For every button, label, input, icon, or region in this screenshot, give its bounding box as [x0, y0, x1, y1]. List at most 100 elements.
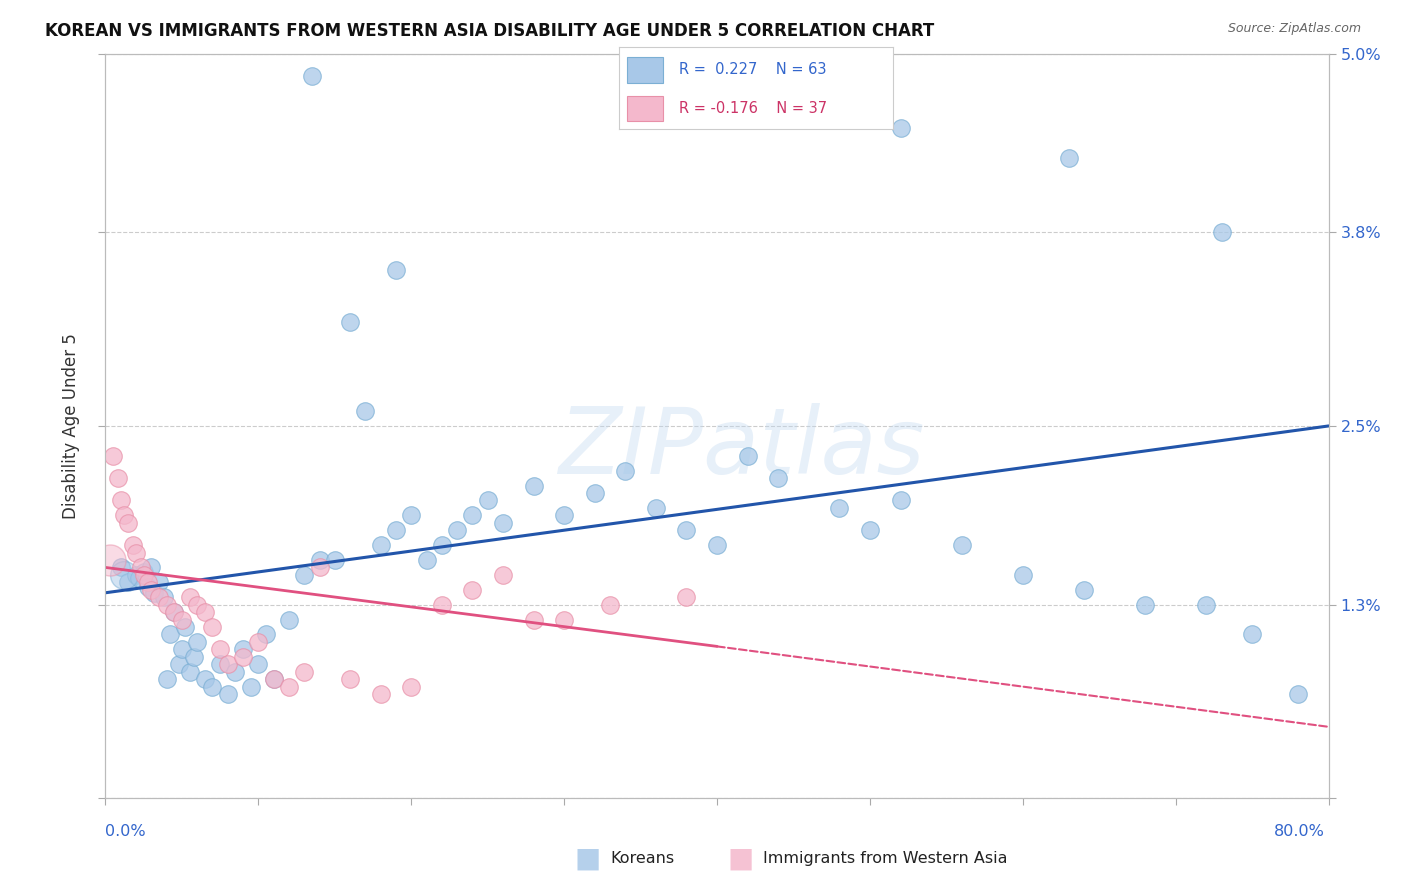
Point — [224, 665, 246, 679]
Point — [583, 486, 606, 500]
Point — [239, 680, 262, 694]
Text: R =  0.227    N = 63: R = 0.227 N = 63 — [679, 62, 827, 78]
Point — [278, 613, 301, 627]
Point — [217, 657, 239, 672]
Point — [401, 680, 423, 694]
Point — [136, 575, 159, 590]
Point — [141, 582, 163, 597]
Text: ZIPatlas: ZIPatlas — [558, 403, 925, 493]
Point — [292, 665, 315, 679]
Point — [101, 449, 124, 463]
Point — [254, 627, 277, 641]
Point — [477, 493, 499, 508]
Point — [174, 620, 197, 634]
Point — [706, 538, 728, 552]
Point — [186, 635, 208, 649]
Point — [186, 598, 208, 612]
Point — [1286, 687, 1309, 701]
Point — [492, 516, 515, 530]
Point — [209, 657, 232, 672]
Point — [292, 568, 315, 582]
Text: KOREAN VS IMMIGRANTS FROM WESTERN ASIA DISABILITY AGE UNDER 5 CORRELATION CHART: KOREAN VS IMMIGRANTS FROM WESTERN ASIA D… — [45, 22, 934, 40]
Point — [194, 605, 217, 619]
Point — [1073, 582, 1095, 597]
Text: ■: ■ — [575, 844, 600, 872]
Point — [1133, 598, 1156, 612]
Bar — [627, 57, 662, 83]
Point — [461, 508, 484, 523]
Point — [675, 523, 697, 537]
Point — [163, 605, 186, 619]
Point — [148, 575, 170, 590]
Point — [890, 121, 912, 136]
Point — [1057, 151, 1080, 165]
Point — [737, 449, 759, 463]
Point — [170, 642, 193, 657]
Point — [179, 591, 201, 605]
Point — [323, 553, 346, 567]
Point — [553, 613, 575, 627]
Point — [112, 508, 135, 523]
Point — [156, 598, 179, 612]
Point — [385, 262, 408, 277]
Point — [112, 568, 135, 582]
Point — [117, 516, 139, 530]
Point — [132, 565, 155, 579]
Point — [125, 568, 148, 582]
Point — [828, 500, 851, 515]
Point — [1012, 568, 1035, 582]
Point — [201, 680, 224, 694]
Y-axis label: Disability Age Under 5: Disability Age Under 5 — [62, 333, 80, 519]
Point — [768, 471, 790, 485]
Bar — [627, 95, 662, 121]
Point — [354, 404, 377, 418]
Point — [136, 580, 159, 594]
Point — [141, 560, 163, 574]
Point — [201, 620, 224, 634]
Point — [370, 687, 392, 701]
Point — [430, 598, 453, 612]
Point — [125, 545, 148, 559]
Point — [132, 568, 155, 582]
Point — [523, 478, 546, 492]
Text: 80.0%: 80.0% — [1274, 824, 1324, 838]
Point — [98, 553, 121, 567]
Point — [446, 523, 468, 537]
Point — [170, 613, 193, 627]
Point — [644, 500, 668, 515]
Point — [209, 642, 232, 657]
Point — [247, 635, 270, 649]
Text: R = -0.176    N = 37: R = -0.176 N = 37 — [679, 101, 827, 116]
Point — [117, 575, 139, 590]
Point — [194, 672, 217, 686]
Text: 0.0%: 0.0% — [105, 824, 146, 838]
Point — [614, 464, 637, 478]
Point — [159, 627, 181, 641]
Point — [492, 568, 515, 582]
Text: Source: ZipAtlas.com: Source: ZipAtlas.com — [1227, 22, 1361, 36]
Point — [308, 560, 330, 574]
Point — [263, 672, 285, 686]
Point — [890, 493, 912, 508]
Point — [385, 523, 408, 537]
Point — [401, 508, 423, 523]
Point — [308, 553, 330, 567]
Text: Koreans: Koreans — [610, 851, 675, 865]
Text: ■: ■ — [728, 844, 754, 872]
Point — [301, 69, 323, 83]
Point — [129, 560, 152, 574]
Point — [370, 538, 392, 552]
Point — [107, 471, 129, 485]
Point — [950, 538, 973, 552]
Point — [859, 523, 882, 537]
Point — [278, 680, 301, 694]
Point — [110, 560, 132, 574]
Point — [128, 571, 150, 585]
Point — [415, 553, 437, 567]
Text: Immigrants from Western Asia: Immigrants from Western Asia — [763, 851, 1008, 865]
Point — [339, 315, 361, 329]
Point — [1241, 627, 1264, 641]
Point — [232, 649, 254, 664]
Point — [110, 493, 132, 508]
Point — [217, 687, 239, 701]
